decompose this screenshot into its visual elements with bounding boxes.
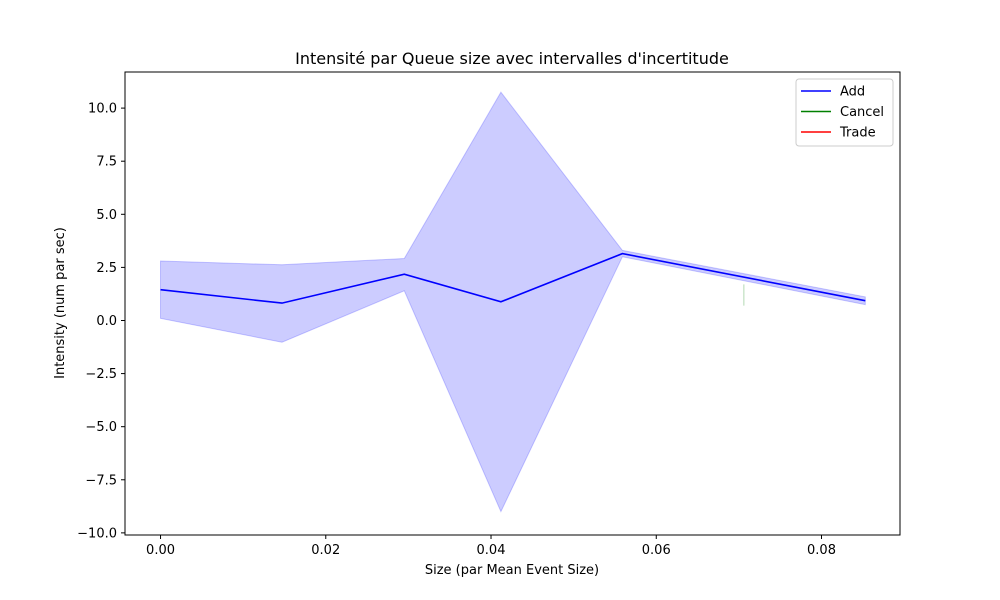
plot-frame [124,71,901,536]
legend-box [795,78,894,147]
legend: Add Cancel Trade [795,78,894,147]
x-tick-label: 0.00 [146,543,175,558]
y-tick-label: −10.0 [77,526,117,541]
legend-label-cancel: Cancel [840,105,884,120]
y-tick-label: −5.0 [85,420,117,435]
add-uncertainty-band [160,91,866,513]
legend-label-add: Add [840,85,865,100]
y-tick-label: 5.0 [96,208,117,223]
y-tick-label: −2.5 [85,367,117,382]
y-tick-label: 0.0 [96,314,117,329]
uncertainty-bands [160,91,866,513]
series-lines [160,252,866,304]
x-tick-label: 0.08 [807,543,836,558]
chart-title: Intensité par Queue size avec intervalle… [295,49,729,68]
x-tick-label: 0.04 [477,543,506,558]
x-axis-label: Size (par Mean Event Size) [425,563,599,578]
add-series-line [160,252,866,304]
x-axis-ticks: 0.00 0.02 0.04 0.06 0.08 [146,535,836,558]
x-tick-label: 0.02 [311,543,340,558]
y-axis-ticks: −10.0 −7.5 −5.0 −2.5 0.0 2.5 5.0 7.5 10.0 [77,102,125,541]
y-tick-label: −7.5 [85,473,117,488]
y-tick-label: 2.5 [96,261,117,276]
y-axis-label: Intensity (num par sec) [53,227,68,379]
y-tick-label: 7.5 [96,155,117,170]
legend-label-trade: Trade [839,126,876,141]
x-tick-label: 0.06 [642,543,671,558]
y-tick-label: 10.0 [88,102,117,117]
